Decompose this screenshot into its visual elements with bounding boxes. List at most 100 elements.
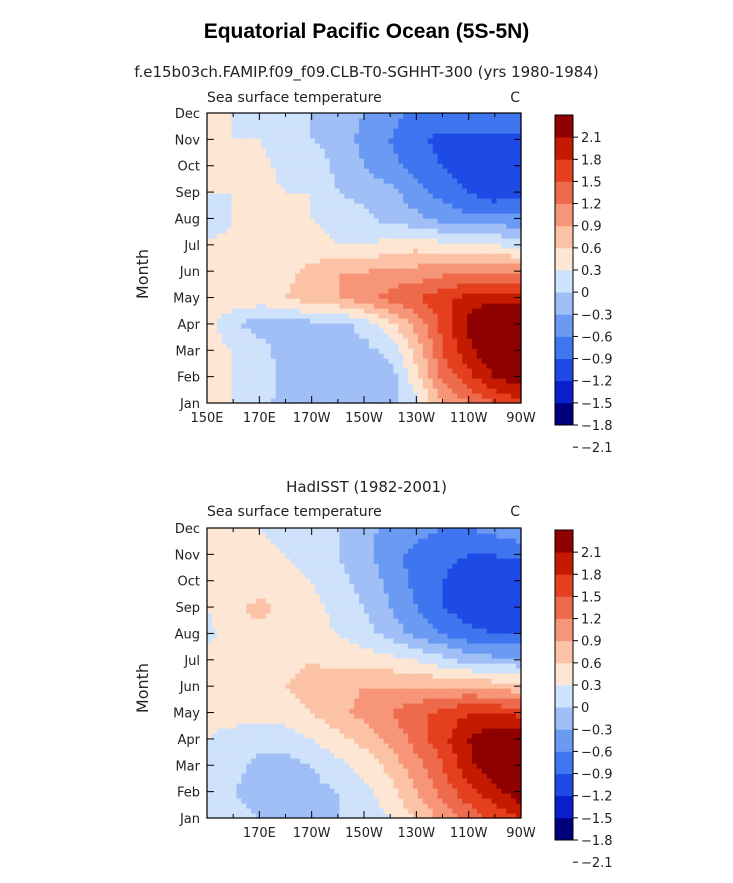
sst-cell (452, 363, 458, 369)
sst-cell (373, 733, 380, 739)
sst-cell (280, 373, 287, 379)
sst-cell (403, 748, 409, 754)
sst-cell (408, 368, 414, 374)
sst-cell (305, 388, 311, 394)
sst-cell (403, 758, 409, 764)
sst-cell (373, 393, 380, 399)
sst-cell (295, 333, 301, 339)
sst-cell (417, 353, 424, 359)
sst-cell (491, 798, 498, 804)
sst-cell (403, 793, 409, 799)
sst-cell (256, 733, 262, 739)
sst-cell (290, 363, 296, 369)
sst-cell (207, 383, 213, 389)
sst-cell (368, 343, 375, 349)
sst-cell (349, 368, 355, 374)
sst-cell (231, 343, 238, 349)
sst-cell (373, 398, 380, 404)
sst-cell (251, 758, 257, 764)
sst-cell (403, 808, 409, 814)
sst-cell (339, 783, 345, 789)
sst-cell (251, 393, 257, 399)
sst-cell (476, 773, 483, 779)
sst-cell (403, 398, 409, 404)
sst-cell (481, 798, 488, 804)
sst-cell (383, 358, 390, 364)
sst-cell (442, 773, 449, 779)
sst-cell (241, 378, 247, 384)
sst-cell (334, 743, 341, 749)
sst-cell (437, 348, 444, 354)
sst-cell (349, 333, 355, 339)
sst-cell (285, 393, 292, 399)
sst-cell (432, 768, 439, 774)
sst-cell (432, 798, 439, 804)
sst-cell (305, 753, 311, 759)
sst-cell (516, 378, 522, 384)
sst-cell (516, 368, 522, 374)
sst-cell (270, 368, 277, 374)
sst-cell (324, 748, 331, 754)
sst-cell (359, 348, 365, 354)
sst-cell (256, 768, 262, 774)
sst-cell (447, 733, 453, 739)
sst-cell (368, 328, 375, 334)
sst-cell (378, 773, 385, 779)
sst-cell (422, 758, 429, 764)
sst-cell (314, 733, 321, 739)
sst-cell (324, 793, 331, 799)
sst-cell (393, 378, 399, 384)
sst-cell (241, 808, 247, 814)
sst-cell (383, 758, 390, 764)
sst-cell (226, 363, 233, 369)
sst-cell (251, 803, 257, 809)
sst-cell (334, 363, 341, 369)
sst-cell (285, 798, 292, 804)
sst-cell (378, 738, 385, 744)
sst-cell (462, 763, 468, 769)
sst-cell (476, 743, 483, 749)
sst-cell (349, 398, 355, 404)
sst-cell (339, 333, 345, 339)
sst-cell (447, 343, 453, 349)
sst-cell (280, 728, 287, 734)
sst-cell (432, 763, 439, 769)
sst-cell (511, 338, 517, 344)
sst-cell (226, 323, 233, 329)
sst-cell (265, 378, 272, 384)
sst-cell (236, 773, 242, 779)
sst-cell (408, 383, 414, 389)
sst-cell (437, 373, 444, 379)
sst-cell (467, 738, 473, 744)
sst-cell (236, 793, 242, 799)
sst-cell (368, 388, 375, 394)
sst-cell (314, 333, 321, 339)
sst-cell (403, 768, 409, 774)
sst-cell (486, 383, 493, 389)
sst-cell (260, 733, 267, 739)
sst-cell (275, 793, 282, 799)
sst-cell (486, 353, 493, 359)
sst-cell (295, 733, 301, 739)
sst-cell (295, 368, 301, 374)
sst-cell (290, 763, 296, 769)
sst-cell (319, 328, 326, 334)
sst-cell (368, 778, 375, 784)
sst-cell (383, 773, 390, 779)
sst-cell (285, 338, 292, 344)
sst-cell (364, 728, 370, 734)
sst-cell (452, 743, 458, 749)
sst-cell (442, 373, 449, 379)
sst-cell (207, 798, 213, 804)
sst-cell (486, 778, 493, 784)
sst-cell (481, 393, 488, 399)
sst-cell (295, 793, 301, 799)
sst-cell (310, 738, 316, 744)
sst-cell (496, 738, 502, 744)
sst-cell (373, 763, 380, 769)
sst-cell (236, 803, 242, 809)
sst-cell (216, 733, 223, 739)
sst-cell (486, 793, 493, 799)
sst-cell (260, 808, 267, 814)
sst-cell (398, 758, 404, 764)
